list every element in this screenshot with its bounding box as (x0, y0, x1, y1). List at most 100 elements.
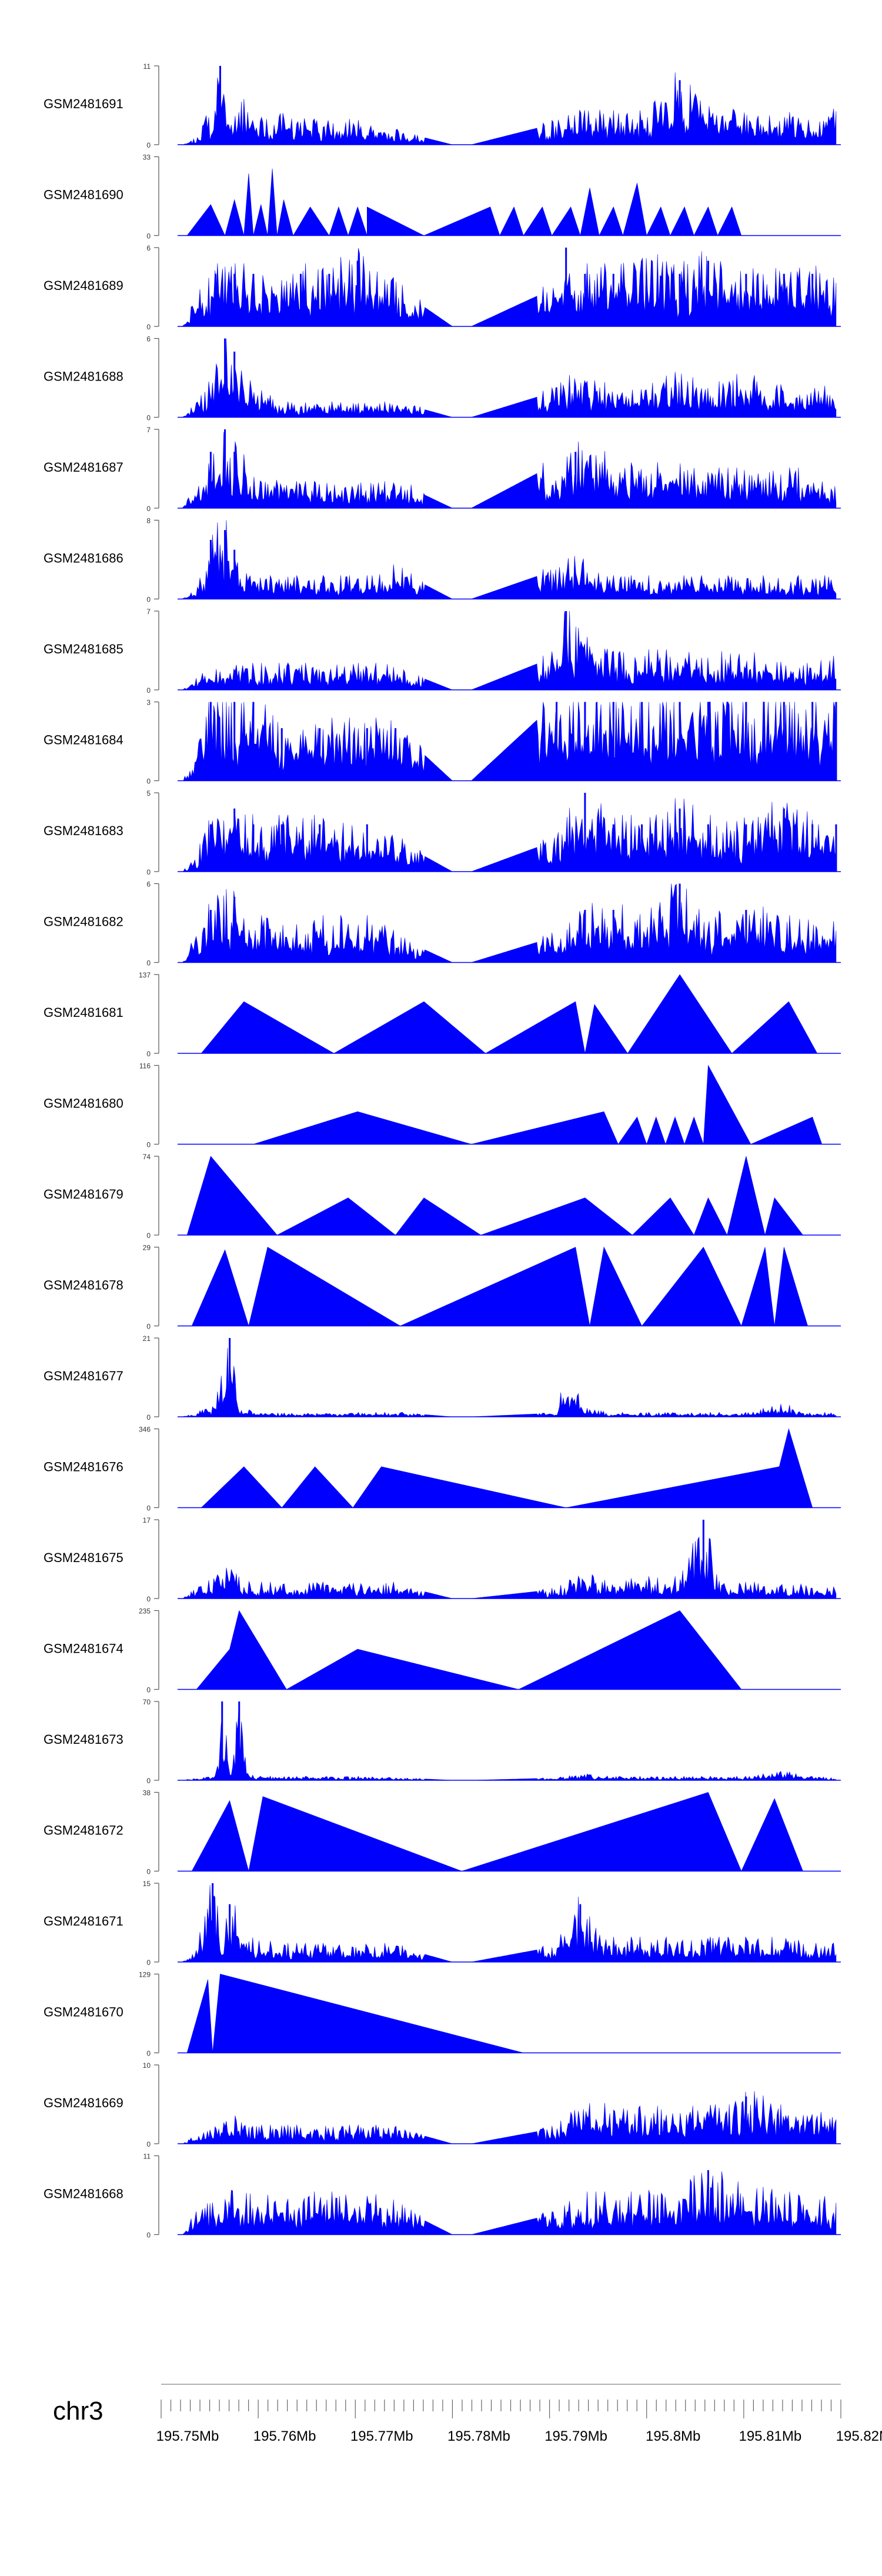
track-GSM2481681: GSM2481681 137 0 (44, 971, 841, 1058)
axis-tick-label: 195.79Mb (544, 2428, 607, 2444)
track-label: GSM2481685 (44, 642, 123, 656)
y-axis-min-label: 0 (146, 232, 151, 241)
track-label: GSM2481684 (44, 733, 123, 748)
signal-area (182, 1885, 837, 1963)
y-axis-max-label: 33 (143, 154, 151, 162)
track-label: GSM2481690 (44, 188, 123, 202)
y-axis-min-label: 0 (146, 323, 151, 331)
track-label: GSM2481683 (44, 823, 123, 838)
signal-area (182, 2091, 837, 2144)
track-label: GSM2481677 (44, 1369, 123, 1383)
track-GSM2481687: GSM2481687 7 0 (44, 426, 841, 513)
track-GSM2481686: GSM2481686 8 0 (44, 517, 841, 604)
track-label: GSM2481689 (44, 278, 123, 293)
track-GSM2481679: GSM2481679 74 0 (44, 1153, 841, 1240)
track-GSM2481680: GSM2481680 116 0 (44, 1062, 841, 1149)
track-GSM2481670: GSM2481670 129 0 (44, 1971, 841, 2058)
track-GSM2481684: GSM2481684 3 0 (44, 699, 841, 786)
track-label: GSM2481671 (44, 1914, 123, 1928)
track-GSM2481673: GSM2481673 70 0 (44, 1698, 841, 1785)
data-tracks: GSM2481691110GSM2481690330GSM248168960GS… (44, 62, 841, 2240)
signal-area (186, 1156, 804, 1236)
signal-area (191, 1246, 808, 1327)
y-axis-max-label: 116 (139, 1062, 151, 1070)
track-label: GSM2481673 (44, 1732, 123, 1747)
y-axis-max-label: 3 (146, 699, 151, 707)
y-axis-max-label: 38 (143, 1789, 151, 1797)
y-axis-max-label: 7 (146, 426, 151, 434)
signal-area (201, 974, 818, 1054)
axis-tick-label: 195.82Mb (836, 2428, 882, 2444)
y-axis-min-label: 0 (146, 1323, 151, 1331)
axis-tick-label: 195.81Mb (739, 2428, 801, 2444)
y-axis-min-label: 0 (146, 778, 151, 786)
track-label: GSM2481675 (44, 1550, 123, 1565)
y-axis-min-label: 0 (146, 505, 151, 513)
signal-area (253, 1065, 823, 1145)
signal-area (182, 883, 837, 963)
y-axis-min-label: 0 (146, 596, 151, 604)
y-axis-min-label: 0 (146, 1413, 151, 1422)
track-GSM2481683: GSM2481683 5 0 (44, 789, 841, 876)
y-axis-min-label: 0 (146, 141, 151, 149)
y-axis-max-label: 5 (146, 789, 151, 798)
signal-area (182, 1703, 837, 1781)
y-axis-max-label: 11 (143, 62, 151, 71)
track-GSM2481669: GSM2481669 10 0 (44, 2061, 841, 2148)
track-GSM2481677: GSM2481677 21 0 (44, 1334, 841, 1422)
signal-area (186, 168, 742, 236)
track-GSM2481671: GSM2481671 15 0 (44, 1880, 841, 1967)
track-label: GSM2481691 (44, 96, 123, 111)
signal-area (182, 610, 837, 690)
y-axis-max-label: 74 (143, 1153, 151, 1161)
track-label: GSM2481681 (44, 1005, 123, 1020)
track-GSM2481672: GSM2481672 38 0 (44, 1789, 841, 1876)
y-axis-max-label: 235 (139, 1607, 151, 1616)
axis-tick-label: 195.75Mb (156, 2428, 219, 2444)
signal-area (182, 798, 837, 872)
y-axis-min-label: 0 (146, 1868, 151, 1876)
signal-area (182, 1347, 837, 1417)
y-axis-min-label: 0 (146, 959, 151, 967)
track-GSM2481688: GSM2481688 6 0 (44, 335, 841, 422)
track-label: GSM2481670 (44, 2005, 123, 2020)
axis-tick-label: 195.76Mb (253, 2428, 316, 2444)
y-axis-max-label: 129 (139, 1971, 151, 1979)
track-GSM2481685: GSM2481685 7 0 (44, 608, 841, 695)
y-axis-min-label: 0 (146, 1958, 151, 1967)
axis-ticks: 195.75Mb 195.76Mb 195.77Mb 195.78Mb 195.79Mb… (156, 2400, 882, 2444)
track-label: GSM2481678 (44, 1278, 123, 1293)
track-label: GSM2481680 (44, 1096, 123, 1111)
y-axis-min-label: 0 (146, 2050, 151, 2058)
track-label: GSM2481669 (44, 2095, 123, 2110)
y-axis-max-label: 8 (146, 517, 151, 525)
track-GSM2481690: GSM2481690 33 0 (44, 154, 841, 241)
y-axis-max-label: 11 (143, 2153, 151, 2161)
y-axis-min-label: 0 (146, 868, 151, 876)
track-GSM2481682: GSM2481682 6 0 (44, 880, 841, 967)
track-label: GSM2481686 (44, 551, 123, 566)
y-axis-max-label: 29 (143, 1244, 151, 1252)
signal-area (191, 1792, 803, 1872)
y-axis-max-label: 6 (146, 880, 151, 889)
track-label: GSM2481682 (44, 915, 123, 929)
y-axis-max-label: 137 (139, 971, 151, 979)
y-axis-max-label: 15 (143, 1880, 151, 1888)
signal-area (182, 520, 837, 599)
y-axis-min-label: 0 (146, 2231, 151, 2240)
track-label: GSM2481679 (44, 1187, 123, 1202)
axis-tick-label: 195.78Mb (447, 2428, 510, 2444)
y-axis-min-label: 0 (146, 1232, 151, 1240)
signal-area (201, 1428, 813, 1508)
track-GSM2481689: GSM2481689 6 0 (44, 244, 841, 331)
y-axis-max-label: 10 (143, 2061, 151, 2070)
y-axis-min-label: 0 (146, 1777, 151, 1785)
signal-area (186, 1974, 524, 2053)
y-axis-max-label: 6 (146, 244, 151, 252)
signal-area (182, 338, 837, 418)
track-label: GSM2481668 (44, 2187, 123, 2201)
y-axis-max-label: 346 (139, 1426, 151, 1434)
y-axis-min-label: 0 (146, 1050, 151, 1058)
track-GSM2481675: GSM2481675 17 0 (44, 1516, 841, 1603)
track-GSM2481674: GSM2481674 235 0 (44, 1607, 841, 1694)
